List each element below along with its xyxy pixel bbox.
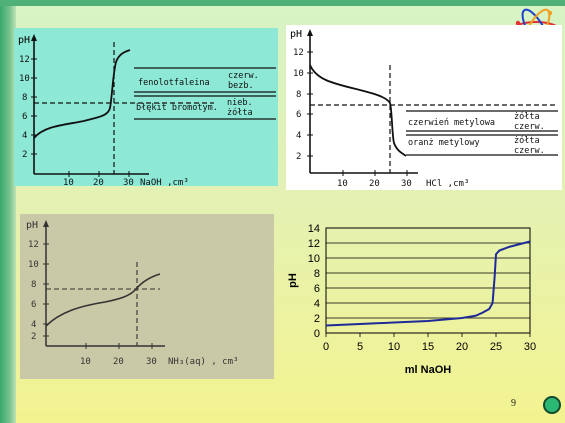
titration-chart-nh3: pH 12 10 8 6 4 2 10 20 30 NH₃(aq) , cm³ bbox=[20, 214, 274, 379]
y-tick: 6 bbox=[296, 110, 301, 120]
indicator-name: błękit bromotym. bbox=[136, 103, 218, 113]
y-tick-label: 6 bbox=[314, 283, 320, 295]
y-tick: 8 bbox=[296, 90, 301, 100]
indicator-color: bezb. bbox=[228, 81, 254, 91]
x-tick: 30 bbox=[401, 179, 412, 189]
x-axis-label: ml NaOH bbox=[405, 364, 452, 376]
indicator-color: żółta bbox=[227, 107, 253, 118]
indicator-color: czerw. bbox=[228, 71, 259, 81]
plot-area bbox=[325, 227, 531, 334]
x-axis-label: HCl ,cm³ bbox=[426, 179, 469, 189]
left-decorative-stripe bbox=[0, 0, 16, 423]
y-axis-label: pH bbox=[290, 29, 302, 40]
page-number: 9 bbox=[511, 398, 516, 409]
y-tick-label: 0 bbox=[314, 328, 320, 340]
y-axis-label: pH bbox=[287, 273, 299, 288]
x-tick: 30 bbox=[146, 357, 157, 367]
y-tick: 8 bbox=[31, 280, 36, 290]
x-axis-label: NaOH ,cm³ bbox=[140, 178, 189, 186]
x-axis-label: NH₃(aq) , cm³ bbox=[168, 357, 238, 367]
indicator-color: nieb. bbox=[227, 98, 253, 108]
x-tick-label: 10 bbox=[388, 341, 400, 353]
x-tick-label: 20 bbox=[456, 341, 468, 353]
top-decorative-bar bbox=[0, 0, 565, 6]
y-tick-label: 2 bbox=[314, 313, 320, 325]
x-tick: 30 bbox=[123, 178, 134, 186]
x-tick: 10 bbox=[80, 357, 91, 367]
y-tick: 2 bbox=[31, 332, 36, 342]
indicator-color: czerw. bbox=[514, 122, 545, 132]
y-tick-label: 12 bbox=[308, 238, 320, 250]
y-tick: 10 bbox=[19, 74, 30, 84]
x-tick: 10 bbox=[63, 178, 74, 186]
y-tick: 10 bbox=[28, 260, 39, 270]
x-tick: 10 bbox=[337, 179, 348, 189]
titration-chart-ml-naoh: 0 2 4 6 8 10 12 14 0 5 10 15 20 25 30 ml NaOH pH bbox=[284, 218, 544, 393]
indicator-name: fenolotfaleina bbox=[138, 78, 210, 88]
y-axis-label: pH bbox=[18, 35, 30, 46]
line-chart: 0 2 4 6 8 10 12 14 0 5 10 15 20 25 30 ml NaOH pH bbox=[287, 223, 536, 376]
indicator-name: czerwień metylowa bbox=[408, 118, 495, 128]
x-tick-label: 30 bbox=[524, 341, 536, 353]
y-tick: 12 bbox=[28, 240, 39, 250]
y-tick: 6 bbox=[31, 300, 36, 310]
indicator-name: oranż metylowy bbox=[408, 138, 480, 148]
x-tick: 20 bbox=[93, 178, 104, 186]
y-tick: 12 bbox=[19, 55, 30, 65]
titration-chart-hcl: pH 12 10 8 6 4 2 10 20 30 HCl ,cm³ czerw… bbox=[286, 25, 562, 190]
x-tick: 20 bbox=[113, 357, 124, 367]
y-tick: 6 bbox=[22, 112, 27, 122]
y-tick: 12 bbox=[293, 48, 304, 58]
x-tick-label: 0 bbox=[323, 341, 329, 353]
y-tick-label: 4 bbox=[314, 298, 320, 310]
y-tick: 4 bbox=[296, 131, 301, 141]
y-tick: 2 bbox=[296, 152, 301, 162]
x-tick-label: 25 bbox=[490, 341, 502, 353]
series-line bbox=[325, 240, 531, 327]
y-tick-label: 14 bbox=[308, 223, 320, 235]
y-tick: 10 bbox=[293, 69, 304, 79]
y-tick: 8 bbox=[22, 93, 27, 103]
x-tick-label: 5 bbox=[357, 341, 363, 353]
x-tick-label: 15 bbox=[422, 341, 434, 353]
y-axis-label: pH bbox=[26, 220, 38, 231]
y-tick-label: 10 bbox=[308, 253, 320, 265]
y-tick: 2 bbox=[22, 150, 27, 160]
y-tick-label: 8 bbox=[314, 268, 320, 280]
y-tick: 4 bbox=[31, 320, 36, 330]
indicator-color: żółta bbox=[514, 135, 540, 146]
indicator-color: czerw. bbox=[514, 146, 545, 156]
x-tick: 20 bbox=[369, 179, 380, 189]
titration-chart-naoh: pH 12 10 8 6 4 2 10 20 30 NaOH ,cm³ feno… bbox=[14, 28, 278, 186]
indicator-color: żółta bbox=[514, 111, 540, 122]
navigation-circle-button[interactable] bbox=[543, 396, 561, 414]
y-tick: 4 bbox=[22, 131, 27, 141]
